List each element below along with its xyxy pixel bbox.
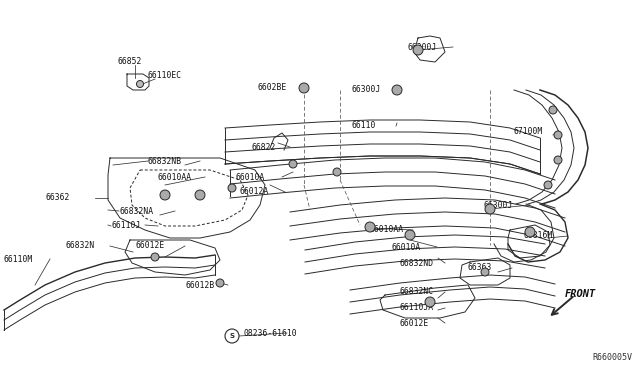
Text: S: S [230,333,234,339]
Circle shape [228,184,236,192]
Text: 66300J: 66300J [408,42,437,51]
Text: FRONT: FRONT [565,289,596,299]
Circle shape [299,83,309,93]
Text: 6602BE: 6602BE [258,83,287,92]
Circle shape [544,181,552,189]
Text: 66832NC: 66832NC [400,288,434,296]
Text: 66010A: 66010A [392,243,421,251]
Text: R660005V: R660005V [592,353,632,362]
Text: 66110EC: 66110EC [148,71,182,80]
Circle shape [289,160,297,168]
Text: 66012B: 66012B [185,280,214,289]
Text: 66362: 66362 [46,193,70,202]
Text: 66010A: 66010A [235,173,264,182]
Circle shape [365,222,375,232]
Circle shape [136,80,143,87]
Text: 66110: 66110 [352,122,376,131]
Text: 66816M: 66816M [524,231,553,241]
Circle shape [333,168,341,176]
Circle shape [392,85,402,95]
Text: 66300J: 66300J [352,84,381,93]
Circle shape [549,106,557,114]
Text: 66832NA: 66832NA [120,206,154,215]
Text: 66832N: 66832N [65,241,94,250]
Text: 66110M: 66110M [4,254,33,263]
Circle shape [554,156,562,164]
Text: 66010AA: 66010AA [370,225,404,234]
Circle shape [225,329,239,343]
Circle shape [405,230,415,240]
Circle shape [151,253,159,261]
Text: 08236-61610: 08236-61610 [243,328,296,337]
Text: 66822: 66822 [252,142,276,151]
Text: 66363: 66363 [467,263,492,273]
Text: 66010AA: 66010AA [157,173,191,182]
Circle shape [425,297,435,307]
Text: 66110J: 66110J [112,221,141,231]
Text: 66012E: 66012E [400,318,429,327]
Circle shape [160,190,170,200]
Text: 66110JA: 66110JA [400,304,434,312]
Text: 66832NB: 66832NB [148,157,182,166]
Circle shape [525,227,535,237]
Text: 66852: 66852 [118,58,142,67]
Text: 66012E: 66012E [136,241,165,250]
Circle shape [195,190,205,200]
Text: 67100M: 67100M [513,126,542,135]
Text: 66832ND: 66832ND [400,259,434,267]
Circle shape [485,204,495,214]
Circle shape [554,131,562,139]
Text: 66012A: 66012A [240,187,269,196]
Circle shape [216,279,224,287]
Circle shape [413,45,423,55]
Circle shape [481,268,489,276]
Text: 66300J: 66300J [483,201,512,209]
